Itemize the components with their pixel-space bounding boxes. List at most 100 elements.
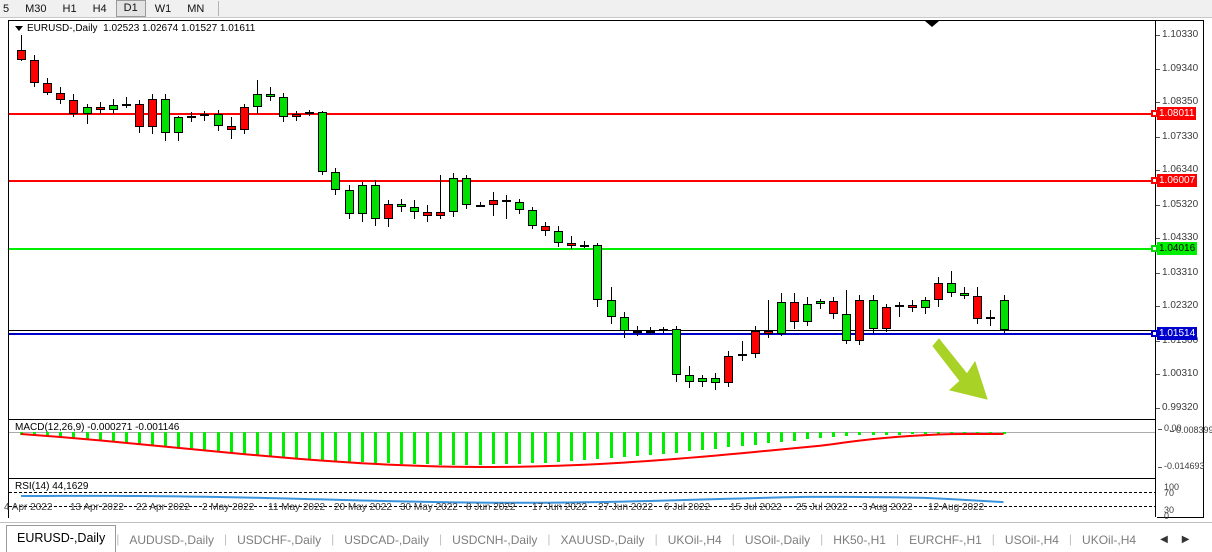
macd-histogram-bar: [792, 432, 796, 441]
tab-nav[interactable]: ◀ ▶: [1160, 534, 1189, 552]
tab-separator: |: [731, 532, 735, 546]
level-handle-1.08011[interactable]: [1151, 109, 1158, 117]
date-tick-9: 27 Jun 2022: [598, 502, 654, 513]
macd-histogram-bar: [753, 432, 757, 445]
level-line-1.08011[interactable]: [9, 112, 1157, 115]
tab-next-icon[interactable]: ▶: [1181, 534, 1190, 545]
level-line-1.01514[interactable]: [9, 332, 1157, 335]
macd-histogram-bar: [321, 432, 325, 460]
rsi-line: [20, 494, 1004, 504]
candle-wick: [21, 35, 22, 62]
macd-histogram-bar: [989, 432, 993, 434]
candle-body: [750, 330, 760, 355]
price-badge-1.06007[interactable]: 1.06007: [1157, 174, 1198, 188]
candle-body: [56, 92, 66, 100]
level-handle-1.04016[interactable]: [1151, 244, 1158, 252]
timeframe-button-5[interactable]: 5: [3, 2, 10, 15]
candle-body: [960, 293, 970, 297]
price-badge-1.08011[interactable]: 1.08011: [1157, 106, 1197, 120]
level-line-1.06007[interactable]: [9, 180, 1157, 183]
timeframe-button-h4[interactable]: H4: [92, 2, 107, 15]
chart-tab-usoil--h4[interactable]: USOil-,H4: [1004, 533, 1059, 547]
chart-symbol-label: EURUSD-,Daily: [27, 23, 98, 34]
tab-separator: |: [991, 532, 995, 546]
candle-body: [527, 210, 537, 226]
level-handle-1.06007[interactable]: [1151, 177, 1158, 185]
price-scale[interactable]: 1.10330 1.09340 1.08350 1.07330 1.06340 1.053…: [1151, 21, 1212, 521]
candle-body: [580, 245, 590, 248]
candle-wick: [741, 340, 743, 362]
chart-tab-usdcnh--daily[interactable]: USDCNH-,Daily: [452, 533, 538, 547]
timeframe-button-m30[interactable]: M30: [25, 2, 47, 15]
date-tick-8: 17 Jun 2022: [532, 502, 588, 513]
timeframe-button-mn[interactable]: MN: [187, 2, 205, 15]
timeframe-toolbar: 5 M30 H1 H4 D1 W1 MN: [0, 0, 1212, 18]
macd-histogram-bar: [963, 432, 967, 434]
price-pane[interactable]: EURUSD-,Daily 1.02523 1.02674 1.01527 1.…: [9, 21, 1157, 418]
price-tick-1.05320: 1.05320: [1156, 199, 1198, 210]
rsi-label: RSI(14) 44,1629: [15, 481, 89, 492]
date-axis[interactable]: 4 Apr 2022 13 Apr 2022 22 Apr 2022 2 May 20…: [4, 500, 1204, 518]
macd-histogram-bar: [85, 432, 89, 440]
chart-tab-eurchf--h1[interactable]: EURCHF-,H1: [909, 533, 982, 547]
candle-body: [174, 117, 184, 133]
candle-body: [17, 49, 26, 60]
level-line-1.04016[interactable]: [9, 247, 1157, 250]
candle-body: [698, 378, 708, 382]
macd-histogram-bar: [124, 432, 128, 444]
macd-histogram-bar: [465, 432, 469, 465]
level-handle-1.01514[interactable]: [1151, 329, 1158, 337]
price-tick-1.06340: 1.06340: [1156, 164, 1198, 175]
candle-body: [973, 296, 983, 319]
candle-body: [593, 245, 603, 301]
timeframe-button-w1[interactable]: W1: [154, 2, 172, 15]
chart-tab-xauusd--daily[interactable]: XAUUSD-,Daily: [560, 533, 645, 547]
candle-body: [43, 83, 53, 93]
candle-body: [265, 93, 275, 97]
price-tick-1.03310: 1.03310: [1156, 267, 1198, 278]
candle-body: [658, 329, 668, 332]
macd-histogram-bar: [806, 432, 809, 440]
support-guide-line[interactable]: [9, 329, 1157, 331]
macd-histogram-bar: [701, 432, 705, 451]
rsi-scale-tick-100: 100: [1164, 482, 1180, 492]
macd-scale-tick: 0.008399: [1170, 425, 1212, 435]
macd-scale-tick: -0.014693: [1158, 461, 1205, 471]
rsi-pane[interactable]: RSI(14) 44,1629: [9, 478, 1157, 518]
tab-prev-icon[interactable]: ◀: [1160, 534, 1168, 545]
chevron-down-icon[interactable]: [15, 25, 23, 31]
chart-tab-usdchf--daily[interactable]: USDCHF-,Daily: [237, 533, 322, 547]
rsi-scale-tick-30: 30: [1164, 505, 1175, 515]
timeframe-button-h1[interactable]: H1: [62, 2, 77, 15]
chart-tab-ukoil--h4[interactable]: UKOil-,H4: [1082, 533, 1137, 547]
candle-body: [803, 303, 812, 323]
macd-histogram-bar: [622, 432, 626, 458]
price-tick-1.10330: 1.10330: [1156, 29, 1198, 40]
candle-body: [907, 305, 917, 308]
candle-body: [776, 301, 786, 335]
candle-body: [410, 207, 419, 213]
chart-tab-eurusd--daily[interactable]: EURUSD-,Daily: [6, 525, 117, 552]
candle-body: [161, 98, 171, 133]
price-tick-1.04330: 1.04330: [1156, 232, 1198, 243]
candle-body: [396, 203, 406, 208]
chart-tab-audusd--daily[interactable]: AUDUSD-,Daily: [129, 533, 215, 547]
candle-body: [842, 313, 852, 341]
macd-pane[interactable]: MACD(12,26,9) -0.000271 -0.001146: [9, 419, 1157, 477]
candle-wick: [505, 195, 507, 219]
chart-tab-usoil--daily[interactable]: USOil-,Daily: [744, 533, 811, 547]
chart-tab-ukoil--h4[interactable]: UKOil-,H4: [667, 533, 722, 547]
candle-body: [999, 299, 1009, 331]
price-badge-1.04016[interactable]: 1.04016: [1157, 241, 1198, 255]
candle-body: [501, 200, 511, 203]
chart-frame[interactable]: EURUSD-,Daily 1.02523 1.02674 1.01527 1.…: [8, 20, 1212, 521]
price-badge-1.01514[interactable]: 1.01514: [1157, 326, 1198, 340]
macd-histogram-bar: [504, 432, 508, 464]
timeframe-button-d1[interactable]: D1: [115, 0, 146, 17]
candle-wick: [440, 174, 442, 219]
candle-wick: [964, 286, 966, 299]
macd-histogram-bar: [386, 432, 390, 464]
macd-histogram-bar: [976, 432, 980, 434]
chart-tab-hk50--h1[interactable]: HK50-,H1: [833, 533, 886, 547]
chart-tab-usdcad--daily[interactable]: USDCAD-,Daily: [344, 533, 429, 547]
